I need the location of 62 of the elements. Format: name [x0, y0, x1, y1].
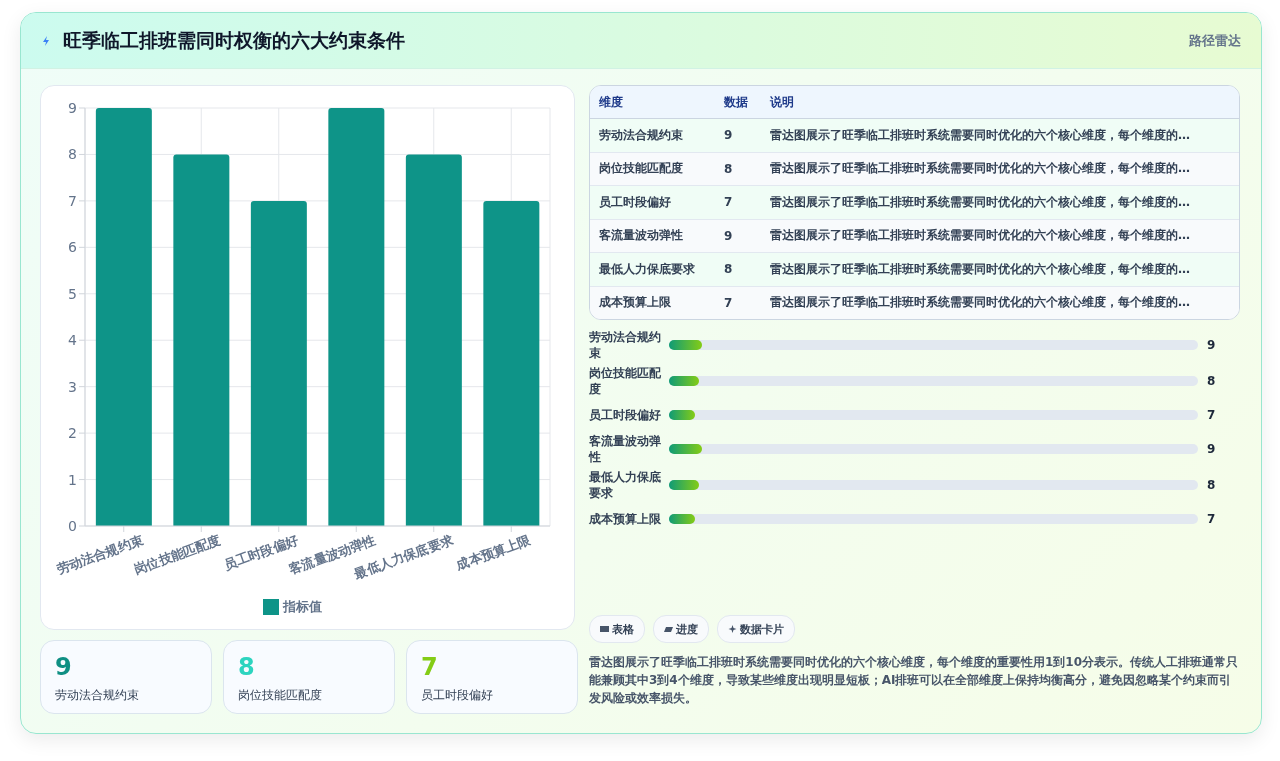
y-tick-label: 9 — [68, 99, 77, 116]
text: 说明 — [770, 93, 794, 111]
bar — [173, 154, 230, 526]
y-tick-label: 8 — [68, 146, 77, 163]
data-label: 7 — [421, 653, 438, 681]
category-label: 岗位技能匹配度 — [589, 365, 662, 397]
x-tick-label: 成本预算上限 — [453, 531, 534, 574]
category-label: 最低人力保底要求 — [589, 469, 662, 501]
data-label: 9 — [1207, 442, 1216, 456]
data-label: 7 — [724, 295, 734, 310]
bar — [328, 108, 385, 526]
data-label: 9 — [724, 128, 734, 143]
text: 雷达图展示了旺季临工排班时系统需要同时优化的六个核心维度，每个维度的… — [770, 126, 1190, 144]
data-label: 7 — [1207, 512, 1216, 526]
data-label: 8 — [1207, 374, 1216, 388]
category-label: 客流量波动弹性 — [589, 433, 662, 465]
data-label: 8 — [1207, 478, 1216, 492]
legend-label: 指标值 — [283, 599, 322, 614]
category-label: 劳动法合规约束 — [55, 687, 139, 704]
category-label: 员工时段偏好 — [421, 687, 493, 704]
y-tick-label: 3 — [68, 378, 77, 395]
category-label: 岗位技能匹配度 — [238, 687, 322, 704]
y-tick-label: 1 — [68, 471, 77, 488]
text: 雷达图展示了旺季临工排班时系统需要同时优化的六个核心维度，每个维度的重要性用1到10分表示。传统人工排班通常只能兼顾其中3到4个维度，导致某些维度出现明显短板；AI排班可以在全部维度上保持均衡高分，避免因忽略某个约束而引发风险或效率损失。 — [589, 654, 1240, 707]
category-label: 成本预算上限 — [589, 511, 662, 527]
category-label: 成本预算上限 — [598, 294, 672, 312]
category-label: 客流量波动弹性 — [598, 227, 684, 245]
data-label: 9 — [724, 228, 734, 243]
text: 雷达图展示了旺季临工排班时系统需要同时优化的六个核心维度，每个维度的… — [770, 194, 1190, 209]
bar — [405, 154, 462, 526]
bar — [95, 108, 152, 526]
category-label: 员工时段偏好 — [598, 193, 672, 211]
category-label: 岗位技能匹配度 — [598, 160, 684, 178]
text: 维度 — [598, 93, 624, 111]
data-label: 7 — [724, 195, 734, 210]
text: 雷达图展示了旺季临工排班时系统需要同时优化的六个核心维度，每个维度的… — [770, 161, 1190, 176]
data-label: 8 — [724, 161, 734, 176]
text: 数据 — [724, 93, 749, 111]
text: 雷达图展示了旺季临工排班时系统需要同时优化的六个核心维度，每个维度的… — [770, 261, 1190, 276]
text: 数据卡片 — [717, 615, 795, 643]
text: 进度 — [653, 615, 709, 643]
data-label: 7 — [1207, 408, 1216, 422]
data-label: 8 — [238, 653, 255, 681]
data-label: 9 — [1207, 338, 1216, 352]
category-label: 劳动法合规约束 — [598, 126, 684, 144]
y-tick-label: 0 — [68, 517, 77, 534]
category-label: 最低人力保底要求 — [598, 260, 696, 278]
y-tick-label: 7 — [68, 192, 77, 209]
data-label: 8 — [724, 262, 734, 277]
chart-title: 旺季临工排班需同时权衡的六大约束条件 — [63, 27, 405, 53]
text: 路径雷达 — [1189, 31, 1241, 50]
text: 雷达图展示了旺季临工排班时系统需要同时优化的六个核心维度，每个维度的… — [770, 295, 1190, 310]
bar — [250, 200, 307, 526]
bar — [483, 200, 540, 526]
y-tick-label: 2 — [68, 425, 77, 442]
category-label: 员工时段偏好 — [589, 407, 662, 423]
y-tick-label: 6 — [68, 239, 78, 256]
y-tick-label: 4 — [68, 332, 78, 349]
text: 雷达图展示了旺季临工排班时系统需要同时优化的六个核心维度，每个维度的… — [770, 228, 1190, 243]
y-tick-label: 5 — [68, 285, 77, 302]
text: 表格 — [589, 615, 645, 643]
category-label: 劳动法合规约束 — [589, 329, 662, 361]
